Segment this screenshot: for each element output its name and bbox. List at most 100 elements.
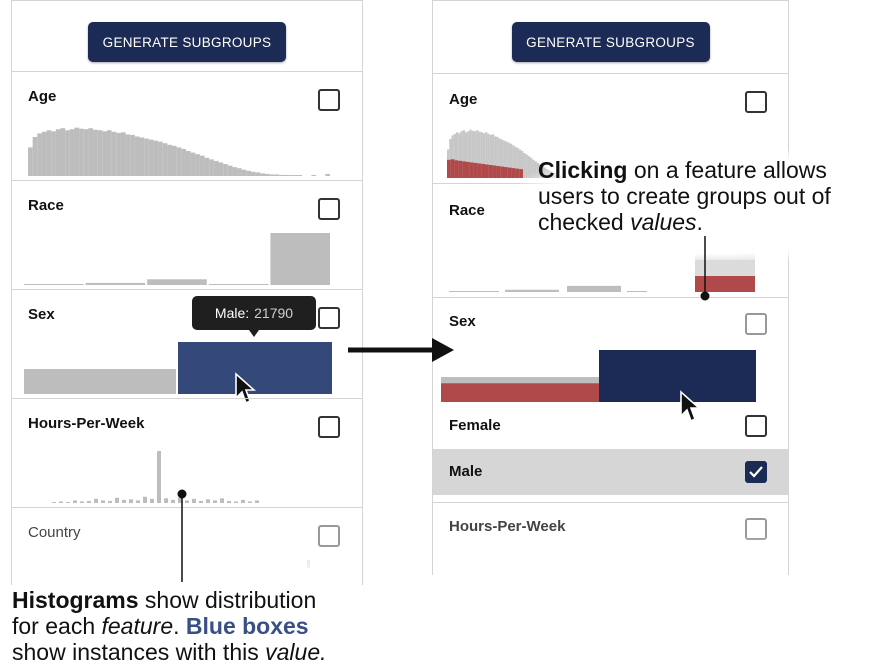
age-bar-right-22 — [496, 136, 499, 178]
generate-subgroups-button[interactable]: GENERATE SUBGROUPS — [88, 22, 286, 62]
callout-left-line3-italic: value. — [265, 639, 327, 665]
race-bar-right-2 — [567, 285, 621, 292]
callout-right-line3-pre: checked — [538, 209, 631, 235]
age-bar-29 — [162, 143, 168, 176]
callout-right-line1: on a feature allows — [627, 157, 827, 183]
age-bar-19 — [116, 132, 121, 176]
age-subgroup-bar-14 — [500, 166, 504, 178]
age-bar-right-10 — [469, 129, 472, 178]
tooltip-pointer — [249, 330, 259, 337]
feature-sex[interactable]: Sex Male: 21790 — [12, 289, 362, 405]
age-bar-30 — [167, 144, 173, 176]
panel-fade-right — [433, 535, 788, 575]
age-bar-40 — [213, 160, 219, 176]
feature-label-age: Age — [28, 88, 57, 105]
generate-subgroups-button-right[interactable]: GENERATE SUBGROUPS — [511, 22, 710, 62]
age-subgroup-bar-4 — [462, 161, 466, 178]
age-bar-4 — [46, 130, 52, 176]
hours-bar-16 — [164, 498, 168, 503]
age-bar-53 — [274, 174, 279, 176]
age-bar-42 — [223, 164, 228, 176]
callout-right-line3-post: . — [696, 209, 703, 235]
feature-age[interactable]: Age — [12, 71, 362, 181]
age-bar-right-1 — [449, 139, 452, 178]
callout-left-leader-line — [177, 489, 187, 582]
feature-label-race-right: Race — [449, 202, 485, 219]
sex-value-row-female[interactable]: Female — [433, 403, 788, 449]
hours-bar-2 — [66, 501, 70, 503]
age-bar-right-17 — [485, 132, 488, 178]
sex-bar-female — [24, 369, 176, 394]
hours-bar-0 — [52, 501, 56, 503]
female-checkbox[interactable] — [745, 415, 767, 437]
age-bar-17 — [106, 130, 112, 176]
sex-bar-male-selected[interactable] — [178, 342, 332, 394]
age-bar-23 — [134, 136, 140, 176]
feature-hours-per-week[interactable]: Hours-Per-Week — [12, 398, 362, 508]
age-bar-right-20 — [491, 134, 495, 178]
age-subgroup-bar-18 — [515, 168, 520, 178]
hours-bar-8 — [108, 500, 112, 503]
sex-value-row-male[interactable]: Male — [433, 449, 788, 495]
hours-bar-20 — [192, 498, 196, 503]
age-checkbox-right[interactable] — [745, 91, 767, 113]
race-bar-right-1 — [505, 289, 559, 292]
age-bar-right-26 — [505, 141, 508, 178]
age-bar-64 — [325, 173, 330, 176]
hours-bar-27 — [241, 499, 245, 503]
age-bar-16 — [102, 131, 107, 176]
age-bar-right-5 — [458, 133, 461, 178]
race-checkbox[interactable] — [318, 198, 340, 220]
hours-bar-14 — [150, 498, 154, 503]
age-subgroup-bar-2 — [454, 160, 459, 178]
race-bar-2 — [147, 279, 207, 285]
age-bar-11 — [79, 128, 84, 176]
age-bar-right-16 — [482, 133, 486, 178]
age-bar-24 — [139, 137, 145, 176]
country-checkbox[interactable] — [318, 525, 340, 547]
hours-bar-11 — [129, 499, 133, 503]
hours-per-week-checkbox[interactable] — [318, 416, 340, 438]
age-bar-right-25 — [503, 140, 506, 178]
sex-checkbox[interactable] — [318, 307, 340, 329]
feature-label-race: Race — [28, 197, 64, 214]
callout-right-line3-italic: values — [630, 209, 697, 235]
male-checkbox[interactable] — [745, 461, 767, 483]
hours-bar-7 — [101, 500, 105, 503]
age-bar-39 — [209, 159, 214, 176]
age-bar-37 — [199, 155, 205, 176]
sex-checkbox-right[interactable] — [745, 313, 767, 335]
age-subgroup-bar-3 — [458, 160, 463, 178]
age-checkbox[interactable] — [318, 89, 340, 111]
age-bar-6 — [55, 129, 61, 176]
sex-subgroup-bar-female — [441, 383, 599, 402]
mouse-cursor-icon-right — [680, 390, 701, 423]
feature-hours-per-week-right[interactable]: Hours-Per-Week — [433, 502, 788, 575]
hours-bar-13 — [143, 496, 147, 503]
callout-right-line2: users to create groups out of — [538, 183, 831, 209]
feature-sex-right[interactable]: Sex — [433, 297, 788, 423]
age-bar-3 — [41, 131, 47, 176]
age-bar-50 — [260, 173, 265, 176]
age-subgroup-bar-9 — [481, 163, 485, 178]
age-subgroup-bar-16 — [507, 167, 512, 178]
age-bar-9 — [69, 129, 75, 176]
feature-race[interactable]: Race — [12, 180, 362, 290]
age-bar-25 — [144, 138, 149, 176]
age-bar-56 — [288, 175, 293, 176]
right-panel: GENERATE SUBGROUPS Age Race Sex Female M… — [432, 0, 789, 575]
age-bar-28 — [158, 141, 163, 176]
transition-arrow-icon — [348, 338, 454, 362]
age-bar-58 — [297, 175, 303, 176]
hours-bar-6 — [94, 498, 98, 503]
hours-bar-29 — [255, 500, 259, 503]
callout-right-leader-line — [700, 236, 710, 301]
feature-country[interactable]: Country — [12, 507, 362, 585]
hours-per-week-histogram — [52, 451, 259, 503]
age-subgroup-bar-11 — [488, 165, 493, 178]
callout-left-line3-pre: show instances with this — [12, 639, 266, 665]
left-panel: GENERATE SUBGROUPS Age Race Sex Male: 21… — [11, 0, 363, 585]
hours-bar-23 — [213, 500, 217, 503]
feature-label-sex-right: Sex — [449, 313, 476, 330]
age-bar-18 — [111, 131, 117, 176]
